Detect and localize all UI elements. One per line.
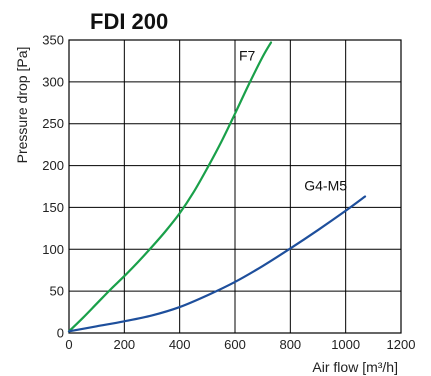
chart-title: FDI 200 (90, 9, 168, 34)
series-labels: F7 G4-M5 (239, 48, 347, 194)
y-tick-label: 150 (42, 200, 64, 215)
y-tick-label: 0 (57, 326, 64, 341)
series-label-f7: F7 (239, 48, 256, 64)
y-tick-label: 100 (42, 242, 64, 257)
grid (68, 39, 402, 334)
series-line-f7 (67, 41, 273, 333)
x-tick-label: 200 (113, 337, 135, 352)
y-tick-label: 50 (50, 284, 64, 299)
y-tick-label: 250 (42, 116, 64, 131)
y-tick-label: 200 (42, 158, 64, 173)
x-tick-label: 1200 (387, 337, 416, 352)
x-tick-label: 600 (224, 337, 246, 352)
x-tick-label: 1000 (331, 337, 360, 352)
x-tick-label: 800 (279, 337, 301, 352)
plot-frame (68, 39, 402, 334)
series-lines (67, 41, 367, 333)
series-line-g4-m5 (67, 195, 367, 333)
y-axis-label: Pressure drop [Pa] (14, 47, 30, 164)
y-tick-labels: 0 50 100 150 200 250 300 350 (42, 33, 64, 341)
x-axis-label: Air flow [m³/h] (312, 359, 398, 375)
y-tick-label: 350 (42, 33, 64, 48)
x-tick-label: 400 (169, 337, 191, 352)
x-tick-labels: 0 200 400 600 800 1000 1200 (65, 337, 415, 352)
y-tick-label: 300 (42, 74, 64, 89)
series-label-g4-m5: G4-M5 (304, 178, 347, 194)
x-tick-label: 0 (65, 337, 72, 352)
